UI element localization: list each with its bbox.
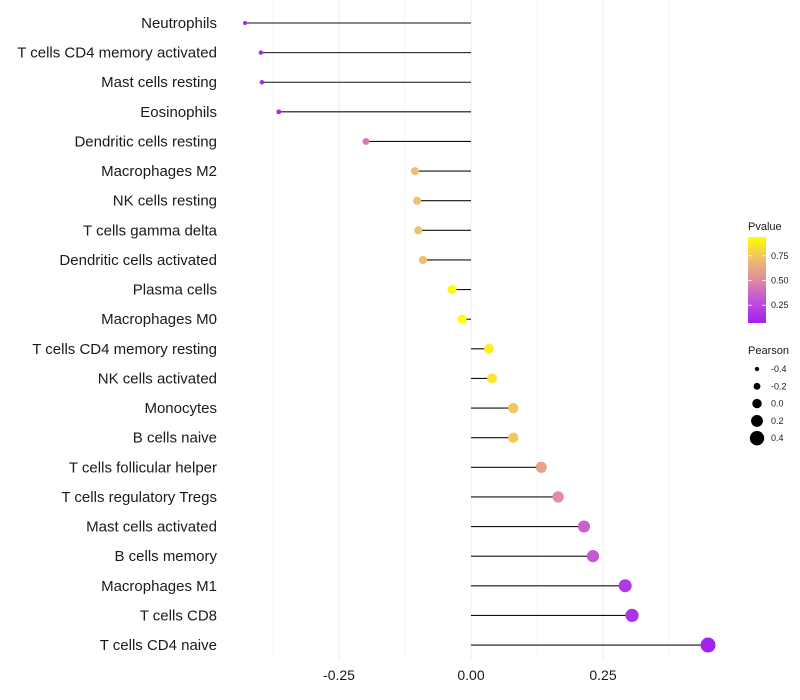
size-legend-label: -0.2 bbox=[771, 381, 787, 391]
lollipop-point bbox=[487, 373, 498, 384]
lollipop-point bbox=[552, 491, 564, 503]
size-legend-label: 0.0 bbox=[771, 399, 784, 409]
lollipop-point bbox=[457, 314, 467, 324]
lollipop-point bbox=[411, 167, 420, 176]
lollipop-point bbox=[414, 226, 423, 235]
y-tick-label: Dendritic cells activated bbox=[59, 252, 217, 269]
size-legend-label: 0.2 bbox=[771, 416, 784, 426]
y-tick-label: Macrophages M1 bbox=[101, 578, 217, 595]
lollipop-point bbox=[484, 343, 494, 354]
y-tick-label: Plasma cells bbox=[133, 282, 217, 299]
lollipop-point bbox=[700, 637, 716, 653]
lollipop-point bbox=[259, 80, 265, 85]
y-tick-label: Neutrophils bbox=[141, 15, 217, 32]
y-tick-label: T cells regulatory Tregs bbox=[61, 489, 217, 506]
lollipop-point bbox=[413, 196, 422, 205]
x-tick-label: 0.00 bbox=[457, 667, 484, 683]
color-legend-label: 0.25 bbox=[771, 300, 789, 310]
y-tick-label: T cells CD4 memory activated bbox=[17, 45, 217, 62]
lollipop-point bbox=[625, 608, 639, 622]
x-tick-label: 0.25 bbox=[589, 667, 616, 683]
color-legend-label: 0.50 bbox=[771, 275, 789, 285]
lollipop-point bbox=[418, 255, 428, 265]
lollipop-point bbox=[618, 579, 632, 593]
y-tick-label: T cells gamma delta bbox=[83, 222, 218, 239]
size-legend-label: 0.4 bbox=[771, 433, 784, 443]
lollipop-point bbox=[447, 285, 457, 295]
lollipop-point bbox=[243, 20, 248, 26]
lollipop-point bbox=[276, 109, 282, 115]
lollipop-point bbox=[577, 520, 591, 533]
y-tick-label: Mast cells activated bbox=[86, 519, 217, 536]
y-tick-label: Monocytes bbox=[144, 400, 217, 417]
y-tick-label: T cells CD4 memory resting bbox=[32, 341, 217, 358]
color-legend-title: Pvalue bbox=[748, 221, 782, 233]
y-tick-label: Mast cells resting bbox=[101, 74, 217, 91]
y-tick-label: T cells CD4 naive bbox=[100, 637, 217, 654]
lollipop-point bbox=[535, 461, 547, 473]
y-tick-label: T cells CD8 bbox=[140, 607, 217, 624]
lollipop-point bbox=[508, 432, 519, 443]
size-legend-point bbox=[753, 382, 761, 390]
size-legend-title: Pearson bbox=[748, 345, 789, 357]
y-tick-label: NK cells resting bbox=[113, 193, 217, 210]
x-tick-label: -0.25 bbox=[323, 667, 355, 683]
y-tick-label: NK cells activated bbox=[98, 370, 217, 387]
y-tick-label: B cells naive bbox=[133, 430, 217, 447]
y-tick-label: Macrophages M2 bbox=[101, 163, 217, 180]
color-legend-bar bbox=[748, 237, 766, 323]
size-legend-point bbox=[751, 414, 763, 427]
size-legend-label: -0.4 bbox=[771, 364, 787, 374]
lollipop-point bbox=[586, 550, 600, 563]
y-tick-label: Dendritic cells resting bbox=[74, 133, 217, 150]
y-tick-label: Eosinophils bbox=[140, 104, 217, 121]
lollipop-point bbox=[258, 50, 264, 55]
y-tick-label: B cells memory bbox=[114, 548, 217, 565]
size-legend-point bbox=[752, 398, 762, 409]
y-tick-label: Macrophages M0 bbox=[101, 311, 217, 328]
lollipop-point bbox=[362, 138, 370, 145]
size-legend-point bbox=[749, 431, 765, 446]
y-tick-label: T cells follicular helper bbox=[69, 459, 217, 476]
size-legend-point bbox=[754, 366, 760, 372]
color-legend-label: 0.75 bbox=[771, 251, 789, 261]
lollipop-point bbox=[508, 402, 519, 414]
